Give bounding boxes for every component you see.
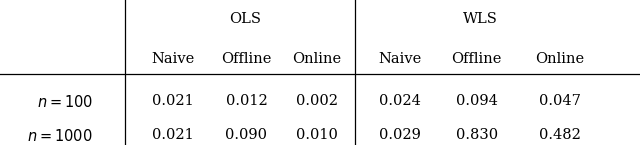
Text: 0.024: 0.024 (379, 94, 421, 108)
Text: 0.029: 0.029 (379, 128, 421, 142)
Text: 0.002: 0.002 (296, 94, 338, 108)
Text: 0.010: 0.010 (296, 128, 338, 142)
Text: $n = 1000$: $n = 1000$ (28, 128, 93, 144)
Text: 0.830: 0.830 (456, 128, 498, 142)
Text: Naive: Naive (151, 52, 195, 66)
Text: Online: Online (292, 52, 341, 66)
Text: 0.021: 0.021 (152, 128, 194, 142)
Text: 0.021: 0.021 (152, 94, 194, 108)
Text: 0.482: 0.482 (539, 128, 581, 142)
Text: Naive: Naive (378, 52, 422, 66)
Text: 0.090: 0.090 (225, 128, 268, 142)
Text: Online: Online (536, 52, 584, 66)
Text: Offline: Offline (221, 52, 271, 66)
Text: WLS: WLS (463, 12, 497, 26)
Text: 0.094: 0.094 (456, 94, 498, 108)
Text: Offline: Offline (452, 52, 502, 66)
Text: 0.012: 0.012 (225, 94, 268, 108)
Text: OLS: OLS (229, 12, 261, 26)
Text: $n = 100$: $n = 100$ (36, 94, 93, 110)
Text: 0.047: 0.047 (539, 94, 581, 108)
